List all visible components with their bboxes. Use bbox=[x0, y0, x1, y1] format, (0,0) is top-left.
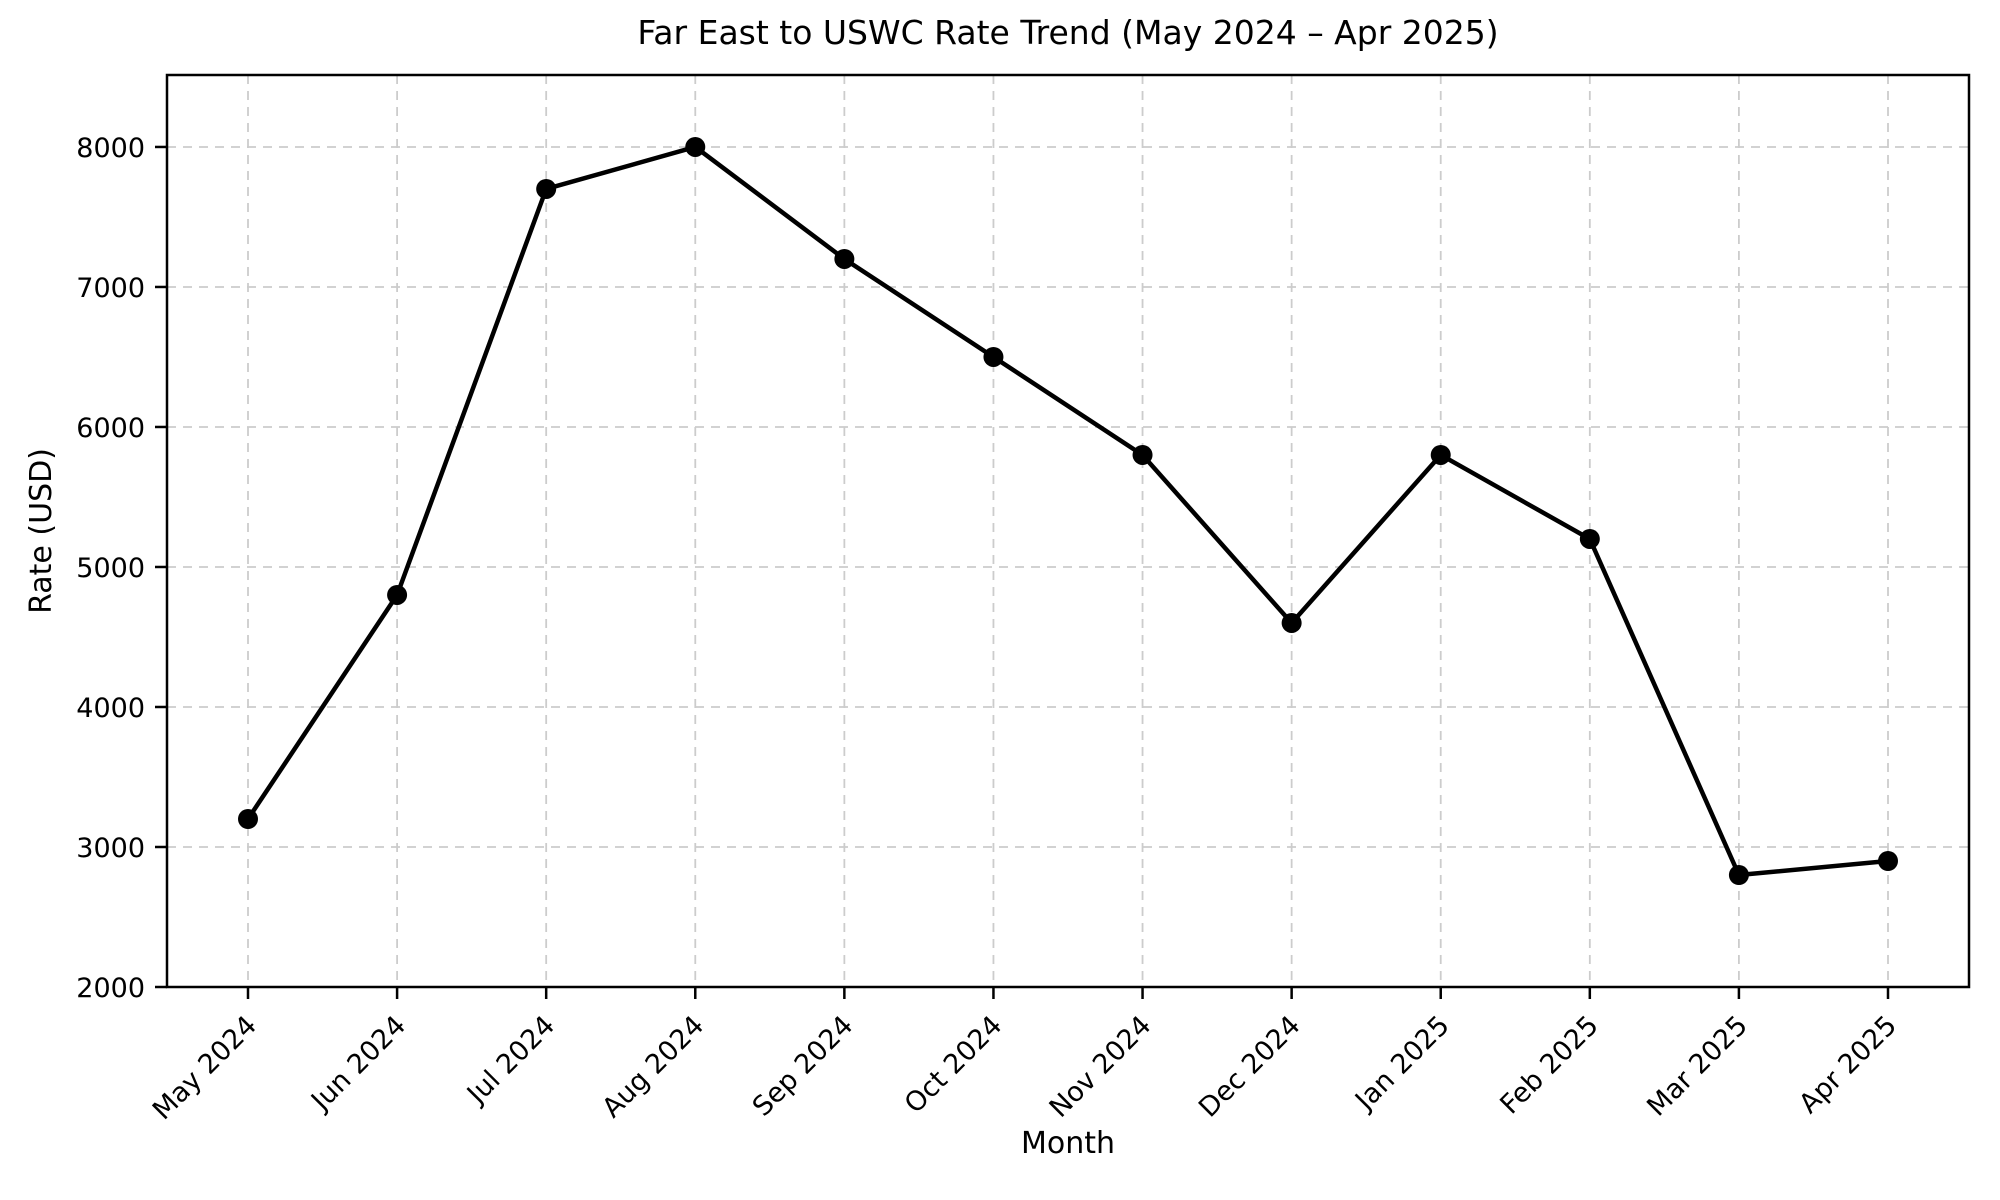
y-tick-label: 7000 bbox=[76, 273, 145, 304]
x-tick-label: Apr 2025 bbox=[1793, 1010, 1903, 1120]
data-point-marker bbox=[1579, 528, 1600, 549]
x-tick-label: Nov 2024 bbox=[1044, 1010, 1158, 1124]
data-point-marker bbox=[834, 248, 855, 269]
data-point-marker bbox=[1728, 864, 1749, 885]
x-tick-label: Sep 2024 bbox=[747, 1010, 860, 1123]
data-point-marker bbox=[983, 346, 1004, 367]
data-point-marker bbox=[387, 584, 408, 605]
x-tick-label: Mar 2025 bbox=[1641, 1010, 1754, 1123]
y-tick-label: 6000 bbox=[76, 413, 145, 444]
y-tick-label: 5000 bbox=[76, 553, 145, 584]
data-point-marker bbox=[1281, 612, 1302, 633]
x-tick-label: Jun 2024 bbox=[304, 1010, 412, 1118]
y-tick-label: 2000 bbox=[76, 973, 145, 1004]
y-tick-label: 8000 bbox=[76, 133, 145, 164]
data-point-marker bbox=[1132, 444, 1153, 465]
data-point-marker bbox=[1877, 850, 1898, 871]
x-tick-label: Oct 2024 bbox=[899, 1010, 1009, 1120]
data-point-marker bbox=[685, 136, 706, 157]
y-tick-label: 4000 bbox=[76, 693, 145, 724]
rate-trend-line bbox=[245, 144, 1891, 878]
chart-title: Far East to USWC Rate Trend (May 2024 – … bbox=[637, 13, 1499, 52]
data-point-marker bbox=[238, 808, 258, 829]
axes-spines bbox=[165, 73, 1971, 989]
x-tick-label: Jan 2025 bbox=[1348, 1010, 1455, 1117]
x-tick-label: Feb 2025 bbox=[1494, 1010, 1604, 1120]
x-tick-label: Dec 2024 bbox=[1193, 1010, 1307, 1124]
y-tick-label: 3000 bbox=[76, 833, 145, 864]
x-axis-label: Month bbox=[1020, 1126, 1116, 1161]
x-tick-label: Aug 2024 bbox=[596, 1010, 710, 1124]
data-point-marker bbox=[1430, 444, 1451, 465]
x-tick-label: May 2024 bbox=[147, 1010, 263, 1126]
data-point-marker bbox=[536, 178, 557, 199]
x-tick-label: Jul 2024 bbox=[460, 1010, 561, 1111]
